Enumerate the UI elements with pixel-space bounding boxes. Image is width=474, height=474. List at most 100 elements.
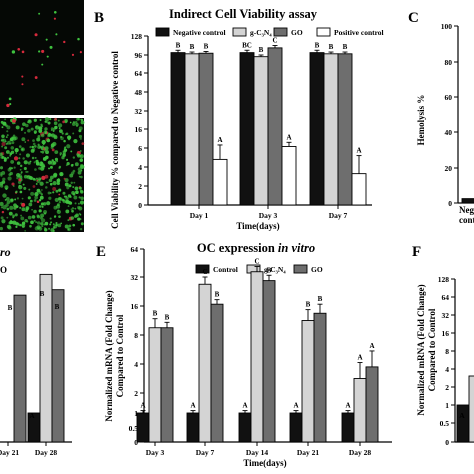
panel-f-y-tick-label: 2 — [445, 383, 449, 392]
cell-dot — [9, 154, 12, 157]
panel-c-axes: 0 20 40 60 80 100 — [441, 22, 474, 208]
cell-dot — [44, 127, 48, 131]
cell-dot — [41, 205, 44, 208]
legend-label: g-C₃N₄ — [250, 28, 272, 37]
cell-dot — [6, 207, 10, 211]
cell-dot — [80, 118, 84, 122]
cell-dot — [74, 207, 77, 210]
cell-dot — [1, 134, 5, 139]
cell-dot — [44, 146, 49, 151]
cell-dot — [59, 152, 63, 155]
cell-dot — [64, 182, 69, 187]
legend-swatch — [195, 264, 210, 274]
cell-dot — [41, 139, 46, 145]
cell-dot — [49, 223, 52, 226]
cell-dot — [34, 168, 37, 171]
cell-dot — [47, 134, 51, 138]
cell-dot — [57, 123, 63, 128]
cell-dot — [8, 97, 12, 101]
cell-dot — [79, 158, 84, 162]
cell-dot — [23, 160, 28, 165]
cell-dot — [62, 120, 65, 124]
cell-dot — [10, 198, 14, 202]
cell-dot — [72, 132, 75, 135]
legend-label: GO — [311, 265, 323, 274]
cell-dot — [42, 202, 47, 206]
cell-dot — [81, 142, 85, 146]
cell-dot — [35, 221, 38, 224]
cell-dot — [54, 125, 58, 130]
legend-label: g-C₃N₄ — [264, 265, 286, 274]
cell-dot — [25, 153, 31, 158]
panel-f-ylabel-line1: Normalized mRNA (Fold Change) — [416, 284, 426, 415]
panel-b-bar — [281, 146, 297, 206]
cell-dot — [62, 191, 66, 195]
cell-dot — [34, 131, 37, 135]
cell-dot — [29, 199, 33, 203]
cell-dot — [12, 118, 16, 123]
panel-e: E OC expression in vitro Control g-C₃N₄ GO… — [96, 241, 392, 468]
cell-dot — [46, 201, 51, 206]
cell-dot — [77, 167, 83, 172]
cell-dot — [6, 200, 11, 205]
cell-dot — [40, 193, 43, 196]
cell-dot — [1, 126, 4, 129]
panel-e-bar — [186, 412, 200, 443]
cell-dot — [2, 205, 7, 210]
cell-dot — [41, 150, 45, 154]
cell-dot — [48, 167, 50, 170]
cell-dot — [0, 152, 3, 157]
cell-dot — [16, 197, 19, 200]
cell-dot — [33, 199, 37, 202]
panel-e-bar — [341, 412, 355, 443]
panel-e-x-tick-label: Day 7 — [196, 448, 215, 457]
cell-dot — [36, 214, 40, 218]
cell-dot — [16, 173, 21, 178]
cell-dot — [11, 50, 16, 54]
cell-dot — [53, 215, 57, 218]
panel-e-bar — [198, 283, 212, 443]
cell-dot — [64, 118, 68, 123]
cell-dot — [44, 120, 47, 123]
cell-dot — [70, 216, 75, 220]
panel-e-y-tick-label: 4 — [134, 360, 138, 369]
cell-dot — [21, 197, 24, 200]
cell-dot — [35, 125, 38, 128]
cell-dot — [14, 213, 18, 217]
cell-dot — [18, 184, 21, 187]
cell-dot — [7, 176, 12, 181]
cell-dot — [71, 53, 75, 56]
panel-e-significance-letter: A — [190, 402, 195, 410]
cell-dot — [21, 75, 24, 78]
panel-b-significance-letter: A — [286, 133, 291, 141]
cell-dot — [22, 157, 25, 160]
cell-dot — [37, 143, 40, 146]
cell-dot — [59, 129, 63, 134]
legend-label: GO — [291, 28, 303, 37]
cell-dot — [38, 126, 43, 131]
panel-e-bar — [262, 280, 276, 443]
cell-dot — [80, 175, 83, 179]
cell-dot — [52, 186, 57, 191]
cell-dot — [70, 150, 73, 153]
panel-b-significance-letter: C — [272, 37, 277, 45]
panel-e-significance-letter: B — [165, 313, 170, 321]
left-legend-fragment: O — [0, 265, 7, 275]
cell-dot — [63, 139, 66, 143]
cell-dot — [66, 186, 70, 190]
panel-f-axes: 0 0.5 1 2 4 8 16 32 64 128 — [438, 275, 474, 447]
legend-swatch — [316, 27, 331, 37]
cell-dot — [50, 221, 53, 224]
cell-dot — [66, 158, 69, 161]
cell-dot — [19, 168, 22, 171]
cell-dot — [58, 215, 61, 218]
panel-e-title-italic: in vitro — [278, 241, 315, 255]
panel-e-bar — [238, 412, 252, 443]
cell-dot — [79, 163, 84, 168]
cell-dot — [0, 184, 4, 188]
cell-dot — [27, 215, 32, 220]
panel-f-ylabel: Normalized mRNA (Fold Change) Compared t… — [416, 284, 437, 415]
cell-dot — [56, 181, 60, 186]
cell-dot — [68, 224, 72, 228]
cell-dot — [31, 208, 33, 211]
